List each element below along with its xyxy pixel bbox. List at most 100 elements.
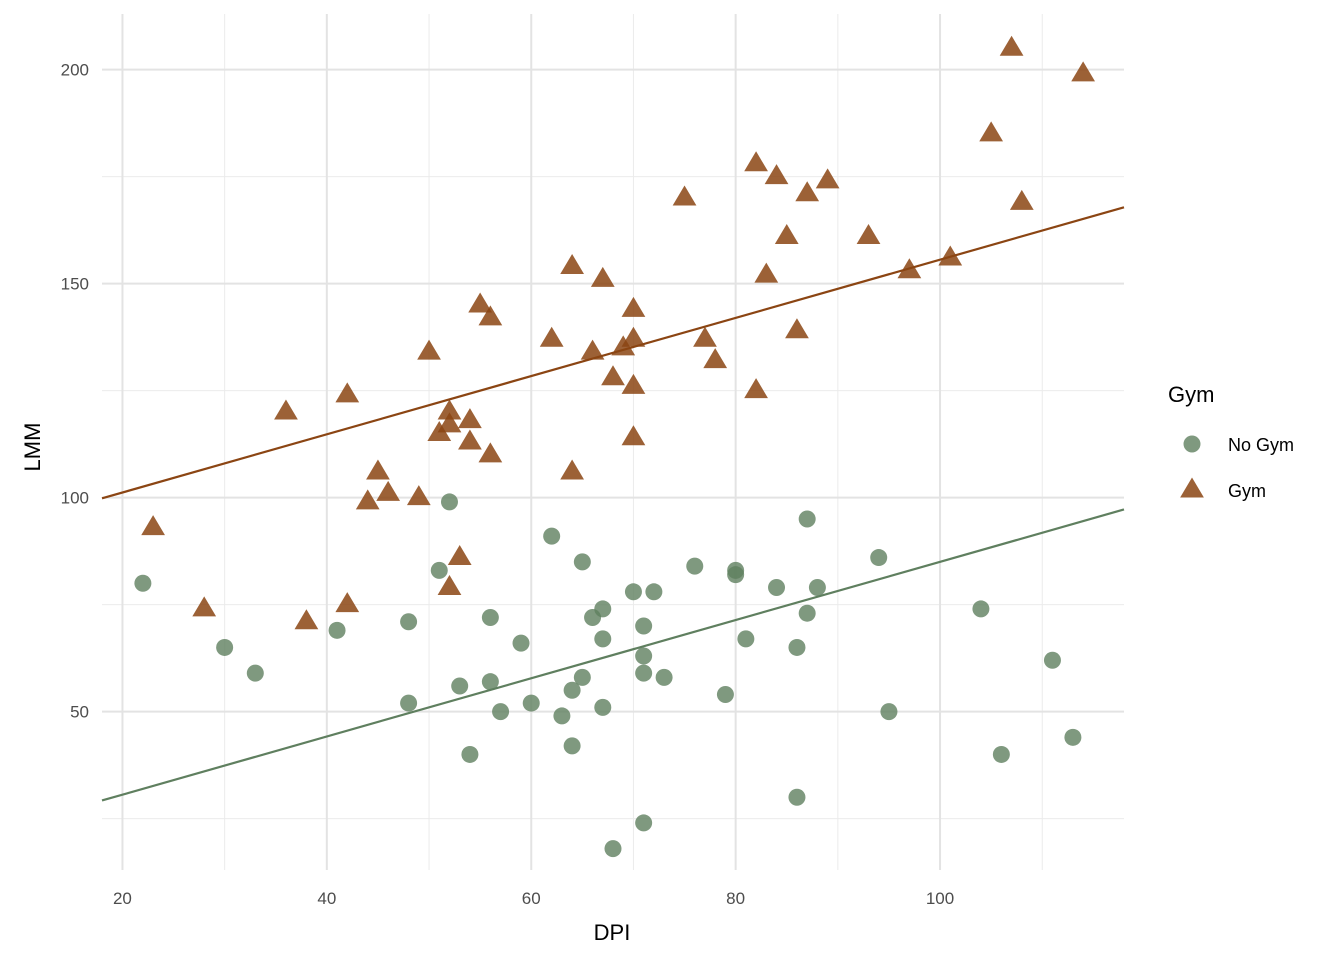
point-no-gym (870, 549, 888, 567)
point-no-gym (563, 681, 581, 699)
point-no-gym (440, 493, 458, 511)
point-gym (458, 408, 482, 429)
legend: Gym No Gym Gym (1168, 382, 1294, 501)
point-no-gym (808, 579, 826, 597)
point-gym (274, 399, 298, 420)
point-no-gym (880, 703, 898, 721)
fit-line-no-gym (101, 508, 1125, 802)
point-no-gym (594, 630, 612, 648)
point-gym (560, 254, 584, 275)
point-gym (764, 164, 789, 185)
point-gym (897, 258, 922, 279)
point-gym (447, 545, 472, 566)
point-no-gym (992, 745, 1010, 763)
legend-key-gym (1180, 477, 1204, 498)
point-no-gym (594, 698, 612, 716)
point-no-gym (1043, 651, 1061, 669)
point-gym (437, 412, 462, 433)
point-no-gym (686, 557, 704, 575)
y-tick-label: 150 (61, 275, 89, 294)
point-no-gym (400, 694, 418, 712)
grid-major (102, 14, 1124, 870)
y-tick-label: 200 (61, 61, 89, 80)
point-no-gym (573, 553, 591, 571)
point-gym (406, 485, 431, 506)
point-no-gym (481, 673, 499, 691)
point-no-gym (216, 638, 234, 656)
point-gym (478, 442, 503, 463)
legend-key-no-gym (1183, 435, 1201, 453)
point-gym (774, 224, 799, 245)
point-no-gym (645, 583, 663, 601)
grid-minor (102, 14, 1124, 870)
point-gym (417, 339, 441, 360)
point-gym (621, 326, 646, 347)
point-gym (437, 399, 462, 420)
point-no-gym (604, 840, 622, 858)
point-gym (560, 459, 584, 480)
point-no-gym (727, 566, 745, 584)
point-gym (376, 480, 401, 501)
point-gym (785, 318, 809, 339)
point-no-gym (553, 707, 571, 725)
point-gym (458, 429, 482, 450)
point-gym (744, 151, 768, 172)
point-gym (355, 489, 380, 510)
point-no-gym (624, 583, 642, 601)
point-no-gym (400, 613, 418, 631)
point-gym (979, 121, 1004, 142)
x-tick-label: 60 (522, 889, 541, 908)
point-no-gym (451, 677, 469, 695)
point-gym (815, 168, 840, 189)
point-gym (141, 515, 165, 536)
point-no-gym (635, 617, 653, 635)
y-axis-title: LMM (20, 423, 45, 472)
point-gym (192, 596, 217, 617)
point-no-gym (655, 668, 673, 686)
point-gym (601, 365, 625, 386)
point-gym (621, 296, 646, 317)
point-gym (795, 181, 820, 202)
point-gym (590, 266, 615, 287)
point-no-gym (543, 527, 561, 545)
point-gym (693, 326, 717, 347)
point-no-gym (972, 600, 990, 618)
legend-label: Gym (1228, 481, 1266, 501)
legend-label: No Gym (1228, 435, 1294, 455)
point-no-gym (134, 574, 152, 592)
point-gym (999, 35, 1024, 56)
point-gym (856, 224, 881, 245)
point-no-gym (798, 510, 816, 528)
x-tick-label: 100 (926, 889, 954, 908)
point-no-gym (328, 621, 346, 639)
point-gym (938, 245, 963, 266)
point-gym (580, 339, 605, 360)
point-no-gym (716, 686, 734, 704)
point-gym (621, 373, 646, 394)
point-no-gym (594, 600, 612, 618)
point-no-gym (737, 630, 755, 648)
point-gym (1009, 189, 1034, 210)
y-tick-label: 50 (70, 703, 89, 722)
x-tick-label: 20 (113, 889, 132, 908)
point-gym (539, 326, 564, 347)
point-gym (1071, 61, 1095, 82)
point-gym (335, 382, 360, 403)
point-gym (366, 459, 390, 480)
point-no-gym (481, 608, 499, 626)
point-gym (703, 348, 728, 369)
point-gym (754, 262, 779, 283)
point-no-gym (635, 814, 653, 832)
point-no-gym (512, 634, 530, 652)
point-no-gym (522, 694, 540, 712)
legend-items: No Gym Gym (1180, 435, 1294, 501)
x-tick-label: 80 (726, 889, 745, 908)
point-no-gym (573, 668, 591, 686)
point-gym (744, 378, 768, 399)
point-gym (672, 185, 697, 206)
point-no-gym (563, 737, 581, 755)
point-no-gym (430, 561, 448, 579)
y-axis-ticks: 50 100 150 200 (61, 61, 89, 722)
y-tick-label: 100 (61, 489, 89, 508)
